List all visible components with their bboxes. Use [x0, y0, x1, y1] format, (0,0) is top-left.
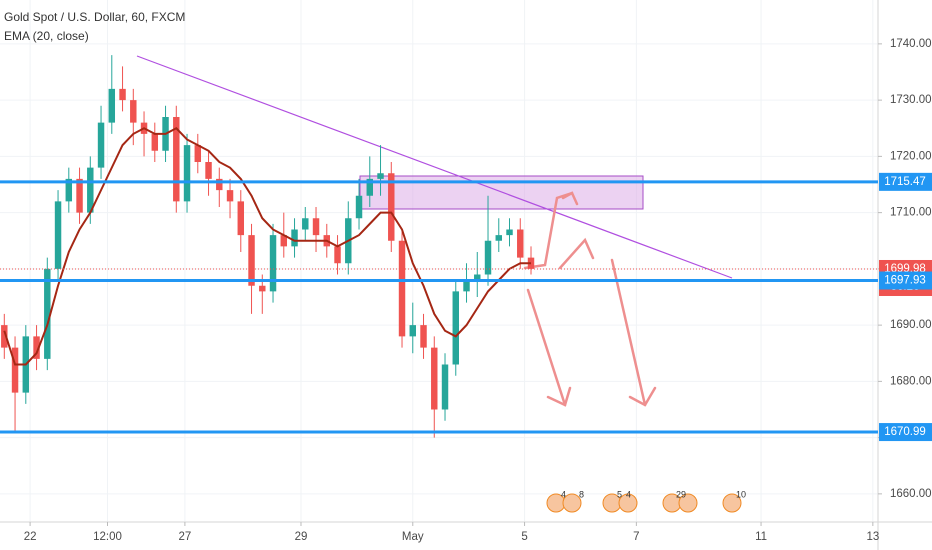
candle-body — [377, 173, 384, 179]
candle-body — [183, 145, 191, 202]
arrow-head — [628, 386, 657, 407]
candle-body — [452, 291, 459, 365]
candle-body — [216, 178, 223, 191]
candle-body — [248, 235, 255, 286]
y-tick-label: 1720.00 — [890, 150, 932, 162]
x-tick-label: 11 — [755, 531, 767, 543]
candle-body — [194, 145, 202, 162]
event-count: 8 — [579, 489, 584, 499]
events: 4 8 5 4 29 10 — [546, 489, 746, 513]
arrow-path — [526, 288, 567, 407]
candle-body — [54, 201, 62, 269]
price-label-box — [879, 172, 932, 191]
candle-body — [205, 162, 212, 179]
candle-body — [334, 246, 341, 264]
candle-body — [506, 229, 513, 236]
x-tick-label: 12:00 — [93, 531, 122, 543]
event-count: 5 — [617, 489, 622, 499]
candle-body — [1, 325, 8, 348]
y-tick-label: 1690.00 — [890, 319, 932, 331]
arrow-path — [610, 258, 647, 407]
candle-body — [291, 229, 298, 247]
chart-title: Gold Spot / U.S. Dollar, 60, FXCM — [4, 10, 185, 24]
event-icon — [562, 493, 582, 513]
candle-body — [119, 88, 126, 101]
price-label-box — [879, 271, 932, 290]
candle-body — [366, 178, 373, 196]
arrow-path — [523, 191, 574, 270]
indicator-label: EMA (20, close) — [4, 29, 89, 43]
trend-line — [136, 55, 733, 279]
price-label-box — [879, 423, 932, 442]
plot — [1, 55, 535, 438]
event-count: 10 — [736, 489, 746, 499]
candle-body — [33, 336, 40, 359]
event-count: 29 — [676, 489, 686, 499]
y-tick-label: 1730.00 — [890, 94, 932, 106]
y-tick-label: 1680.00 — [890, 375, 932, 387]
event-count: 4 — [626, 489, 631, 499]
forecast-arrows — [523, 191, 657, 407]
event-icon — [722, 493, 742, 513]
candle-body — [312, 218, 320, 236]
candle-body — [398, 240, 406, 337]
candle-body — [474, 274, 481, 281]
candle-body — [65, 178, 73, 202]
event-count: 4 — [561, 489, 566, 499]
y-tick-label: 1660.00 — [890, 488, 932, 500]
x-tick-label: 13 — [866, 531, 879, 543]
candle-body — [226, 190, 234, 202]
candle-body — [431, 347, 438, 410]
arrow-head — [561, 191, 579, 206]
x-tick-label: 29 — [295, 531, 308, 543]
candle-body — [409, 325, 416, 337]
candle-body — [280, 235, 288, 247]
candle-body — [355, 195, 363, 219]
candle-body — [44, 268, 51, 359]
x-tick-label: 7 — [633, 531, 639, 543]
candle-body — [302, 218, 309, 230]
candle-body — [441, 364, 449, 410]
x-tick-label: 5 — [521, 531, 527, 543]
x-tick-label: May — [402, 531, 424, 543]
candle-body — [87, 167, 94, 213]
y-tick-label: 1740.00 — [890, 38, 932, 50]
price-label: 1715.47 — [884, 176, 926, 188]
candle-body — [484, 240, 492, 275]
candle-body — [420, 325, 427, 348]
candle-body — [151, 133, 159, 151]
candle-body — [495, 235, 502, 241]
candle-body — [108, 88, 116, 123]
y-tick-label: 1710.00 — [890, 207, 932, 219]
candle-body — [259, 285, 266, 292]
x-tick-label: 27 — [178, 531, 191, 543]
candle-body — [237, 201, 245, 236]
arrow-path — [558, 237, 595, 270]
candle-body — [173, 117, 180, 202]
price-label: 1670.99 — [884, 426, 926, 438]
candle-body — [463, 280, 470, 292]
candle-body — [130, 100, 137, 123]
event-icon — [678, 493, 698, 513]
x-tick-label: 22 — [24, 531, 37, 543]
candle-body — [517, 229, 524, 258]
arrow-head — [546, 386, 572, 407]
candle-body — [76, 178, 83, 213]
event-icon — [618, 493, 638, 513]
price-label: 1697.93 — [884, 275, 926, 287]
ema-line — [3, 127, 532, 366]
candle-body — [11, 347, 19, 393]
candle-body — [269, 235, 277, 292]
candle-body — [97, 122, 105, 168]
candle-body — [388, 173, 395, 241]
